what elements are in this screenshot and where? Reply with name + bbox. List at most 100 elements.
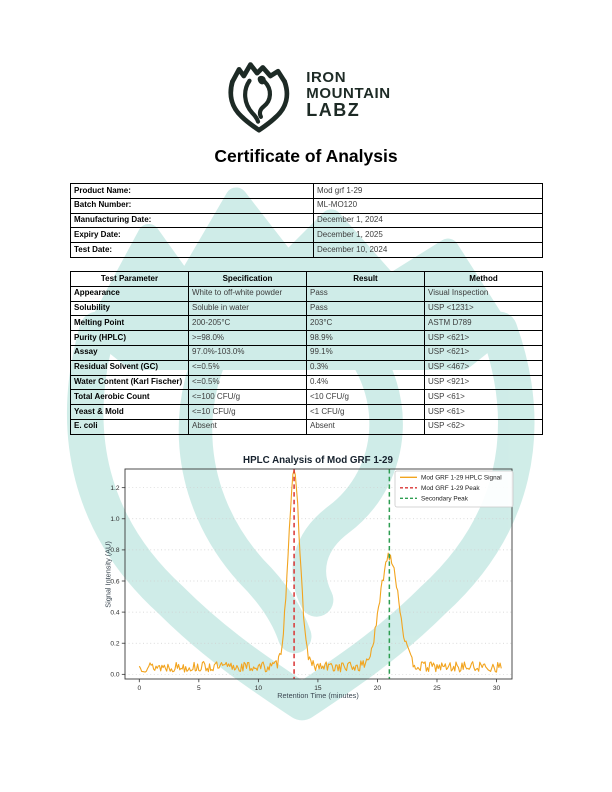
brand-line-mountain: MOUNTAIN [306,84,391,102]
specification: 97.0%-103.0% [188,344,307,361]
table-row: Expiry Date: December 1, 2025 [70,227,543,244]
result: 0.3% [306,359,425,376]
table-row: Assay 97.0%-103.0% 99.1% USP <621> [70,344,543,361]
field-label: Manufacturing Date: [70,212,314,229]
legend-item-label: Mod GRF 1-29 Peak [421,485,480,492]
brand-logo: IRON MOUNTAIN LABZ [0,57,612,133]
method: USP <621> [424,330,543,346]
table-header-row: Test Parameter Specification Result Method [70,271,543,287]
field-label: Product Name: [70,183,314,199]
column-header: Specification [188,271,307,287]
table-row: Water Content (Karl Fischer) <=0.5% 0.4% US… [70,374,543,391]
result: Pass [306,300,425,317]
method: USP <62> [424,418,543,435]
result: <1 CFU/g [306,404,425,420]
result: 98.9% [306,330,425,346]
field-value: Mod grf 1-29 [313,183,543,199]
chart-legend: Mod GRF 1-29 HPLC Signal Mod GRF 1-29 Pea… [394,470,514,508]
method: USP <921> [424,374,543,391]
field-value: December 1, 2025 [313,227,543,244]
test-parameter: Total Aerobic Count [70,389,189,406]
svg-text:1.0: 1.0 [110,516,119,523]
method: USP <61> [424,389,543,406]
svg-text:0.2: 0.2 [110,641,119,648]
x-axis-label: Retention Time (minutes) [277,691,359,700]
test-parameter: Solubility [70,300,189,317]
table-row: E. coli Absent Absent USP <62> [70,418,543,435]
method: ASTM D789 [424,315,543,332]
result: 99.1% [306,344,425,361]
specification: <=0.5% [188,374,307,391]
svg-text:30: 30 [493,685,501,692]
test-parameter: Residual Solvent (GC) [70,359,189,376]
legend-item-label: Mod GRF 1-29 HPLC Signal [421,475,502,482]
table-row: Appearance White to off-white powder Pass V… [70,285,543,302]
page-title: Certificate of Analysis [214,146,398,166]
result: <10 CFU/g [306,389,425,406]
peak-marker-lines [293,469,391,679]
method: USP <467> [424,359,543,376]
chart-title: HPLC Analysis of Mod GRF 1-29 [243,455,393,466]
field-value: December 10, 2024 [313,242,543,258]
svg-text:1.2: 1.2 [110,485,119,492]
test-parameter: Yeast & Mold [70,404,189,420]
axis-ticks: 0 5 10 15 20 25 30 0.0 0.2 0.4 0.6 0.8 1.0 1.2 [110,485,500,692]
result: Pass [306,285,425,302]
specification: 200-205°C [188,315,307,332]
specification: <=0.5% [188,359,307,376]
result: Absent [306,418,425,435]
table-row: Test Date: December 10, 2024 [70,242,543,258]
test-parameter: Assay [70,344,189,361]
table-row: Solubility Soluble in water Pass USP <1231> [70,300,543,317]
column-header: Test Parameter [70,271,189,287]
test-parameter: E. coli [70,418,189,435]
table-row: Total Aerobic Count <=100 CFU/g <10 CFU/g U… [70,389,543,406]
specification: White to off-white powder [188,285,307,302]
svg-text:0.6: 0.6 [110,578,119,585]
result: 0.4% [306,374,425,391]
column-header: Result [306,271,425,287]
svg-text:15: 15 [314,685,322,692]
svg-text:20: 20 [374,685,382,692]
specification: Absent [188,418,307,435]
hplc-chromatogram-chart: 0 5 10 15 20 25 30 0.0 0.2 0.4 0.6 0.8 1.0 1.2 Mod GR… [110,468,514,692]
svg-text:0.4: 0.4 [110,609,119,616]
table-row: Purity (HPLC) >=98.0% 98.9% USP <621> [70,330,543,346]
method: USP <621> [424,344,543,361]
result: 203°C [306,315,425,332]
specification: >=98.0% [188,330,307,346]
svg-text:10: 10 [255,685,263,692]
test-results-table: Test Parameter Specification Result Method … [70,271,543,435]
hplc-signal-line [138,469,502,673]
svg-text:0.8: 0.8 [110,547,119,554]
legend-item-label: Secondary Peak [421,496,469,503]
brand-line-labz: LABZ [306,100,361,121]
brand-line-iron: IRON [306,69,347,87]
chart-gridlines [125,487,512,675]
test-parameter: Melting Point [70,315,189,332]
plot-area-border [124,468,513,680]
field-label: Batch Number: [70,197,314,214]
svg-text:5: 5 [197,685,201,692]
table-row: Melting Point 200-205°C 203°C ASTM D789 [70,315,543,332]
test-parameter: Water Content (Karl Fischer) [70,374,189,391]
specification: <=10 CFU/g [188,404,307,420]
test-parameter: Appearance [70,285,189,302]
specification: <=100 CFU/g [188,389,307,406]
table-row: Product Name: Mod grf 1-29 [70,183,543,199]
column-header: Method [424,271,543,287]
iron-mountain-shield-icon [228,62,290,133]
test-parameter: Purity (HPLC) [70,330,189,346]
product-info-table: Product Name: Mod grf 1-29 Batch Number: ML… [70,183,543,258]
field-label: Expiry Date: [70,227,314,244]
table-row: Batch Number: ML-MO120 [70,197,543,214]
method: USP <1231> [424,300,543,317]
table-row: Yeast & Mold <=10 CFU/g <1 CFU/g USP <61> [70,404,543,420]
svg-text:0.0: 0.0 [110,672,119,679]
field-value: ML-MO120 [313,197,543,214]
field-label: Test Date: [70,242,314,258]
table-row: Manufacturing Date: December 1, 2024 [70,212,543,229]
specification: Soluble in water [188,300,307,317]
table-row: Residual Solvent (GC) <=0.5% 0.3% USP <467> [70,359,543,376]
